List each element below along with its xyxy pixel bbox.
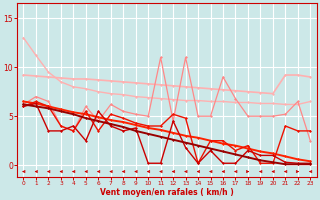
X-axis label: Vent moyen/en rafales ( km/h ): Vent moyen/en rafales ( km/h ) — [100, 188, 234, 197]
